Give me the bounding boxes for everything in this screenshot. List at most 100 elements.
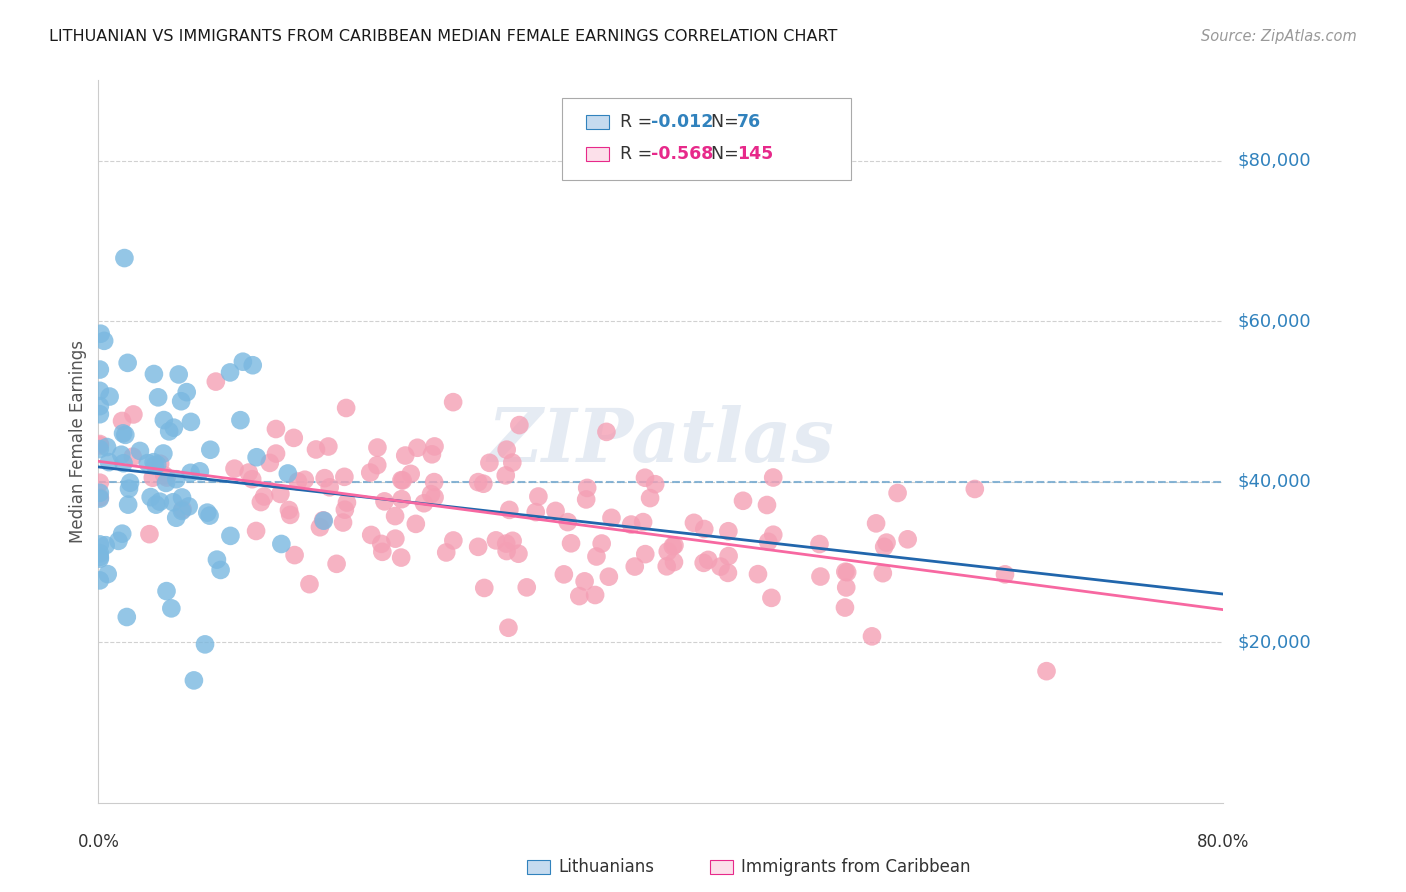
Point bbox=[118, 482, 141, 496]
Point bbox=[139, 490, 162, 504]
Point bbox=[114, 428, 136, 442]
Point bbox=[664, 538, 686, 552]
Point bbox=[762, 527, 785, 541]
Point bbox=[756, 534, 779, 549]
Point bbox=[467, 540, 489, 554]
Point bbox=[238, 466, 260, 480]
Point bbox=[117, 356, 139, 370]
Point bbox=[146, 458, 169, 472]
Point bbox=[366, 458, 388, 472]
Point bbox=[94, 538, 117, 552]
Point bbox=[434, 545, 457, 559]
Point bbox=[835, 581, 858, 595]
Point bbox=[89, 437, 111, 451]
Point bbox=[544, 504, 567, 518]
Point bbox=[129, 444, 152, 458]
Point bbox=[333, 502, 356, 516]
Point bbox=[219, 529, 242, 543]
Point bbox=[747, 567, 769, 582]
Text: 145: 145 bbox=[737, 145, 773, 163]
Point bbox=[391, 492, 413, 507]
Point bbox=[318, 440, 340, 454]
Point bbox=[585, 549, 607, 564]
Point bbox=[89, 537, 111, 551]
Point bbox=[209, 563, 232, 577]
Text: -0.012: -0.012 bbox=[651, 113, 713, 131]
Point bbox=[423, 491, 446, 505]
Point bbox=[269, 487, 291, 501]
Point bbox=[305, 442, 328, 457]
Point bbox=[325, 557, 347, 571]
Point bbox=[229, 413, 252, 427]
Text: ZIPatlas: ZIPatlas bbox=[488, 405, 834, 478]
Text: N=: N= bbox=[711, 113, 745, 131]
Point bbox=[89, 399, 111, 413]
Point bbox=[516, 580, 538, 594]
Point bbox=[574, 574, 596, 589]
Point bbox=[89, 384, 111, 398]
Text: Source: ZipAtlas.com: Source: ZipAtlas.com bbox=[1201, 29, 1357, 45]
Point bbox=[90, 326, 112, 341]
Point bbox=[332, 516, 354, 530]
Point bbox=[371, 545, 394, 559]
Point bbox=[143, 458, 166, 473]
Point bbox=[595, 425, 617, 439]
Point bbox=[335, 401, 357, 415]
Point bbox=[634, 471, 657, 485]
Point bbox=[1035, 664, 1057, 678]
Point bbox=[240, 472, 263, 486]
Point bbox=[287, 475, 309, 489]
Point bbox=[93, 334, 115, 348]
Point bbox=[270, 537, 292, 551]
Point bbox=[336, 495, 359, 509]
Point bbox=[312, 514, 335, 528]
Point bbox=[420, 447, 443, 461]
Point bbox=[264, 422, 287, 436]
Point bbox=[177, 500, 200, 514]
Point bbox=[897, 533, 920, 547]
Point bbox=[762, 470, 785, 484]
Point bbox=[89, 485, 111, 500]
Point bbox=[111, 526, 134, 541]
Point bbox=[165, 472, 187, 486]
Point bbox=[420, 487, 443, 501]
Point bbox=[501, 456, 523, 470]
Point bbox=[834, 600, 856, 615]
Point bbox=[591, 536, 613, 550]
Point bbox=[697, 553, 720, 567]
Point bbox=[170, 491, 193, 505]
Point bbox=[485, 533, 508, 548]
Point bbox=[122, 408, 145, 422]
Point bbox=[110, 448, 132, 462]
Y-axis label: Median Female Earnings: Median Female Earnings bbox=[69, 340, 87, 543]
Point bbox=[472, 581, 495, 595]
Point bbox=[810, 569, 832, 583]
Point bbox=[644, 477, 666, 491]
Point bbox=[860, 629, 883, 643]
Point bbox=[756, 498, 779, 512]
Point bbox=[97, 567, 120, 582]
Point bbox=[502, 533, 524, 548]
Text: Lithuanians: Lithuanians bbox=[558, 858, 654, 876]
Point bbox=[162, 495, 184, 509]
Point bbox=[204, 375, 226, 389]
Point bbox=[259, 456, 281, 470]
Point bbox=[142, 367, 165, 381]
Point bbox=[370, 537, 392, 551]
Point bbox=[149, 457, 172, 471]
Point bbox=[111, 414, 134, 428]
Point bbox=[153, 413, 176, 427]
Point bbox=[180, 415, 202, 429]
Text: R =: R = bbox=[620, 145, 658, 163]
Point bbox=[157, 425, 180, 439]
Point bbox=[246, 450, 269, 465]
Point bbox=[391, 474, 413, 488]
Point bbox=[89, 491, 111, 505]
Point bbox=[232, 355, 254, 369]
Point bbox=[423, 439, 446, 453]
Point bbox=[662, 555, 685, 569]
Point bbox=[834, 565, 856, 579]
Point bbox=[138, 527, 160, 541]
Point bbox=[155, 584, 177, 599]
Point bbox=[170, 504, 193, 518]
